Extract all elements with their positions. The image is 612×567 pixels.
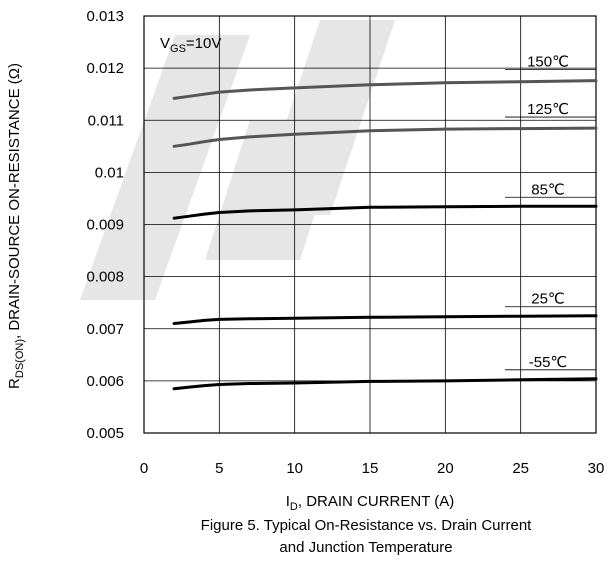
y-tick-label: 0.012 — [86, 60, 124, 77]
x-tick-label: 10 — [286, 460, 303, 477]
series-lines — [172, 79, 598, 391]
series-labels: 150℃ 125℃ 85℃ 25℃ -55℃ — [505, 54, 596, 371]
y-tick-label: 0.011 — [88, 112, 124, 129]
x-tick-label: 5 — [215, 460, 223, 477]
y-tick-label: 0.013 — [86, 8, 124, 25]
x-tick-label: 15 — [362, 460, 379, 477]
y-tick-label: 0.01 — [95, 164, 124, 181]
vgs-annotation: VGS=10V — [160, 35, 221, 55]
series-label: -55℃ — [529, 354, 568, 371]
watermark — [80, 20, 395, 300]
y-tick-label: 0.005 — [86, 425, 124, 442]
x-tick-labels: 0 5 10 15 20 25 30 — [140, 460, 605, 477]
series-line — [172, 314, 598, 325]
series-label: 25℃ — [531, 291, 565, 308]
series-label: 150℃ — [527, 54, 569, 71]
y-tick-label: 0.009 — [86, 217, 124, 234]
x-axis-label: ID, DRAIN CURRENT (A) — [286, 493, 455, 513]
series-label: 85℃ — [531, 181, 565, 198]
y-tick-label: 0.007 — [86, 321, 124, 338]
series-line — [172, 126, 598, 148]
series-line — [172, 79, 598, 100]
y-tick-labels: 0.005 0.006 0.007 0.008 0.009 0.01 0.011 0.012 0… — [86, 8, 124, 442]
series-line — [172, 204, 598, 220]
y-tick-label: 0.006 — [86, 373, 124, 390]
plot-area-frame — [143, 15, 597, 434]
x-tick-label: 25 — [512, 460, 529, 477]
y-axis-label: RDS(ON), DRAIN-SOURCE ON-RESISTANCE (Ω) — [6, 63, 26, 389]
figure-caption-line-1: Figure 5. Typical On-Resistance vs. Drai… — [201, 517, 533, 534]
figure-caption-line-2: and Junction Temperature — [279, 539, 452, 556]
grid-lines — [144, 16, 596, 433]
y-tick-label: 0.008 — [86, 269, 124, 286]
x-tick-label: 20 — [437, 460, 454, 477]
series-label: 125℃ — [527, 101, 569, 118]
x-tick-label: 30 — [588, 460, 605, 477]
series-line — [172, 377, 598, 391]
x-tick-label: 0 — [140, 460, 148, 477]
